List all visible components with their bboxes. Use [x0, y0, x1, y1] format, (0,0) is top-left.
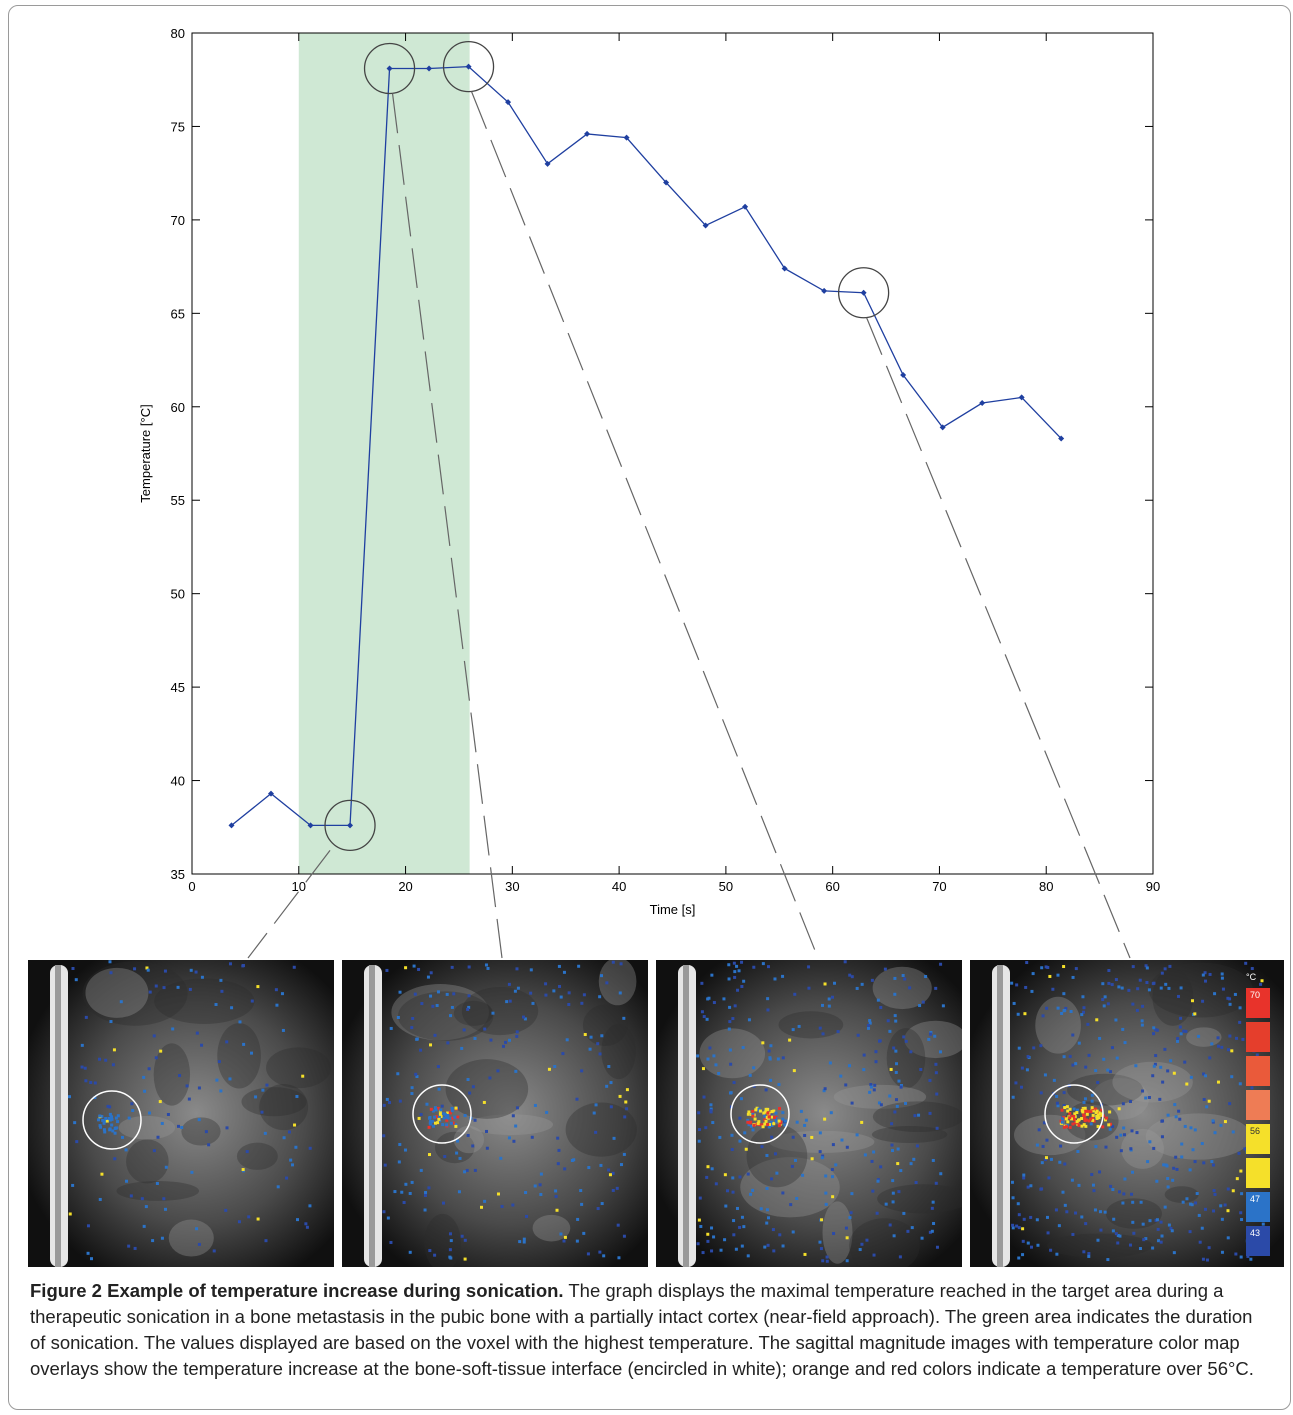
- figure-caption: Figure 2 Example of temperature increase…: [30, 1278, 1270, 1382]
- y-tick-label: 35: [171, 867, 185, 882]
- connector-line: [247, 850, 331, 959]
- x-tick-label: 0: [188, 879, 195, 894]
- x-tick-labels: 0 10 20 30 40 50 60 70 80 90: [188, 879, 1160, 894]
- caption-text: The graph displays the maximal temperatu…: [30, 1280, 1254, 1379]
- data-point: [821, 287, 828, 294]
- connector-line: [866, 317, 1131, 959]
- y-tick-label: 55: [171, 493, 185, 508]
- mri-panel: [656, 960, 962, 1267]
- data-point: [584, 130, 591, 137]
- data-point: [465, 63, 472, 70]
- color-scale-unit: °C: [1246, 972, 1257, 982]
- x-tick-label: 20: [398, 879, 412, 894]
- color-scale-swatch: [1246, 1226, 1270, 1256]
- data-point: [742, 203, 749, 210]
- y-tick-label: 40: [171, 774, 185, 789]
- y-tick-label: 70: [171, 213, 185, 228]
- y-tick-label: 50: [171, 587, 185, 602]
- mri-image: [656, 960, 962, 1267]
- mri-image: [970, 960, 1284, 1267]
- connector-lines: [247, 91, 1131, 959]
- target-circle: [730, 1084, 790, 1144]
- x-tick-label: 40: [612, 879, 626, 894]
- color-scale-swatch: [1246, 1056, 1270, 1086]
- color-scale-swatch: [1246, 1022, 1270, 1052]
- color-scale-swatch: [1246, 1192, 1270, 1222]
- data-point: [386, 65, 393, 72]
- color-scale-label: 56: [1250, 1126, 1261, 1136]
- y-tick-labels: 35 40 45 50 55 60 65 70 75 80: [171, 26, 185, 882]
- axis-ticks: [191, 32, 1154, 875]
- temperature-series-line: [231, 65, 1062, 827]
- mri-image: [342, 960, 648, 1267]
- data-point: [505, 99, 512, 106]
- highlight-circle: [837, 267, 890, 319]
- target-circle: [1044, 1084, 1104, 1144]
- data-point: [781, 265, 788, 272]
- data-point: [860, 289, 867, 296]
- x-tick-label: 10: [292, 879, 306, 894]
- highlight-circle: [442, 40, 495, 93]
- color-scale-label: 70: [1250, 990, 1261, 1000]
- data-point: [979, 400, 986, 407]
- x-tick-label: 60: [825, 879, 839, 894]
- figure-frame: [8, 5, 1291, 1410]
- mri-panel: [28, 960, 334, 1267]
- y-tick-label: 45: [171, 680, 185, 695]
- x-tick-label: 70: [932, 879, 946, 894]
- mri-image: [28, 960, 334, 1267]
- data-point-markers: [228, 63, 1065, 829]
- x-tick-label: 90: [1146, 879, 1160, 894]
- color-scale-swatch: [1246, 1124, 1270, 1154]
- highlight-circle: [324, 799, 376, 852]
- x-axis-label: Time [s]: [650, 902, 696, 917]
- target-circle: [82, 1090, 142, 1150]
- data-point: [1018, 394, 1025, 401]
- caption-title: Figure 2 Example of temperature increase…: [30, 1280, 564, 1301]
- temperature-chart: 0 10 20 30 40 50 60 70 80 90 35 40 45 50 55 60 65 70 75 80…: [138, 26, 1160, 959]
- data-point: [1058, 435, 1065, 442]
- mri-panel: [342, 960, 648, 1267]
- connector-line: [391, 93, 503, 959]
- color-scale-label: 47: [1250, 1194, 1261, 1204]
- data-point: [900, 372, 907, 379]
- target-circle: [412, 1084, 472, 1144]
- data-point: [663, 179, 670, 186]
- data-point: [702, 222, 709, 229]
- y-tick-label: 80: [171, 26, 185, 41]
- y-tick-label: 75: [171, 119, 185, 134]
- mri-panel: °C 70 56 47 43: [970, 960, 1284, 1267]
- mri-panel-row: °C 70 56 47 43: [28, 960, 1284, 1267]
- data-point: [268, 790, 275, 797]
- x-tick-label: 50: [719, 879, 733, 894]
- data-point: [426, 65, 433, 72]
- highlight-circles: [324, 40, 890, 852]
- x-tick-label: 80: [1039, 879, 1053, 894]
- data-point: [623, 134, 630, 141]
- y-tick-label: 65: [171, 306, 185, 321]
- y-tick-label: 60: [171, 400, 185, 415]
- data-point: [939, 424, 946, 431]
- data-point: [307, 822, 314, 829]
- data-point: [544, 160, 551, 167]
- color-scale-swatch: [1246, 1158, 1270, 1188]
- y-axis-label: Temperature [°C]: [138, 404, 153, 502]
- color-scale-swatch: [1246, 1090, 1270, 1120]
- highlight-circle: [363, 42, 416, 95]
- plot-area: [191, 32, 1154, 875]
- color-scale-swatch: [1246, 988, 1270, 1018]
- connector-line: [470, 91, 819, 959]
- data-point: [347, 822, 354, 829]
- color-scale-label: 43: [1250, 1228, 1261, 1238]
- data-point: [228, 822, 235, 829]
- x-tick-label: 30: [505, 879, 519, 894]
